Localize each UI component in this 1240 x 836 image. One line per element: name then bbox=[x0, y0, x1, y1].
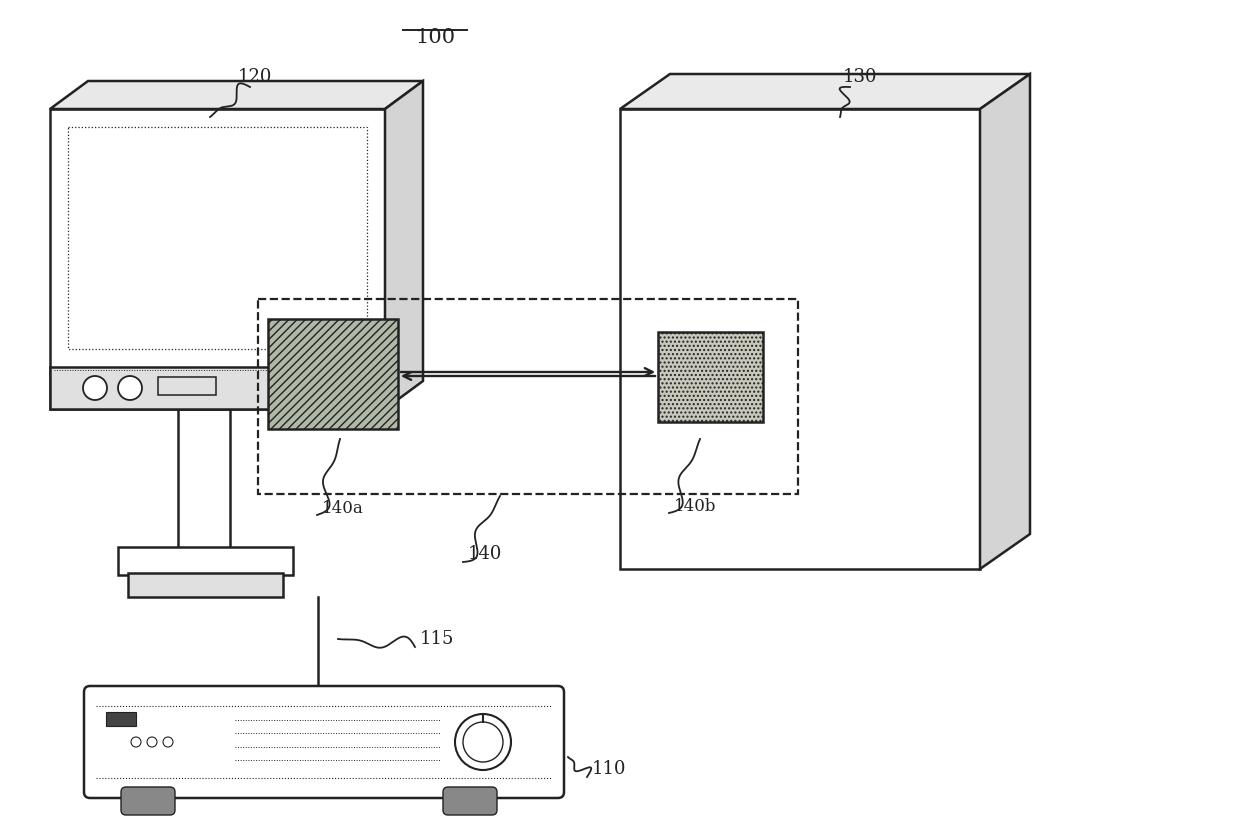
Text: 140: 140 bbox=[467, 544, 502, 563]
Text: 115: 115 bbox=[420, 630, 454, 647]
Bar bbox=[658, 333, 763, 422]
Circle shape bbox=[148, 737, 157, 747]
FancyBboxPatch shape bbox=[443, 787, 497, 815]
FancyBboxPatch shape bbox=[122, 787, 175, 815]
Circle shape bbox=[118, 376, 143, 400]
Polygon shape bbox=[50, 82, 423, 110]
Polygon shape bbox=[384, 82, 423, 410]
Bar bbox=[179, 410, 229, 549]
Polygon shape bbox=[980, 75, 1030, 569]
Circle shape bbox=[455, 714, 511, 770]
Text: 130: 130 bbox=[843, 68, 877, 86]
Bar bbox=[105, 712, 136, 726]
Bar bbox=[118, 548, 293, 575]
Text: 100: 100 bbox=[415, 28, 455, 47]
Circle shape bbox=[463, 722, 503, 762]
Bar bbox=[258, 299, 799, 494]
Circle shape bbox=[83, 376, 107, 400]
Bar bbox=[268, 319, 398, 430]
Bar bbox=[620, 110, 980, 569]
Bar bbox=[50, 110, 384, 410]
Text: 140a: 140a bbox=[322, 499, 363, 517]
Bar bbox=[50, 368, 384, 410]
Bar bbox=[68, 128, 367, 349]
Bar bbox=[157, 378, 216, 395]
Text: 120: 120 bbox=[238, 68, 273, 86]
Bar bbox=[128, 573, 283, 597]
Circle shape bbox=[131, 737, 141, 747]
Polygon shape bbox=[620, 75, 1030, 110]
FancyBboxPatch shape bbox=[84, 686, 564, 798]
Circle shape bbox=[162, 737, 174, 747]
Text: 110: 110 bbox=[591, 759, 626, 777]
Text: 140b: 140b bbox=[675, 497, 717, 514]
